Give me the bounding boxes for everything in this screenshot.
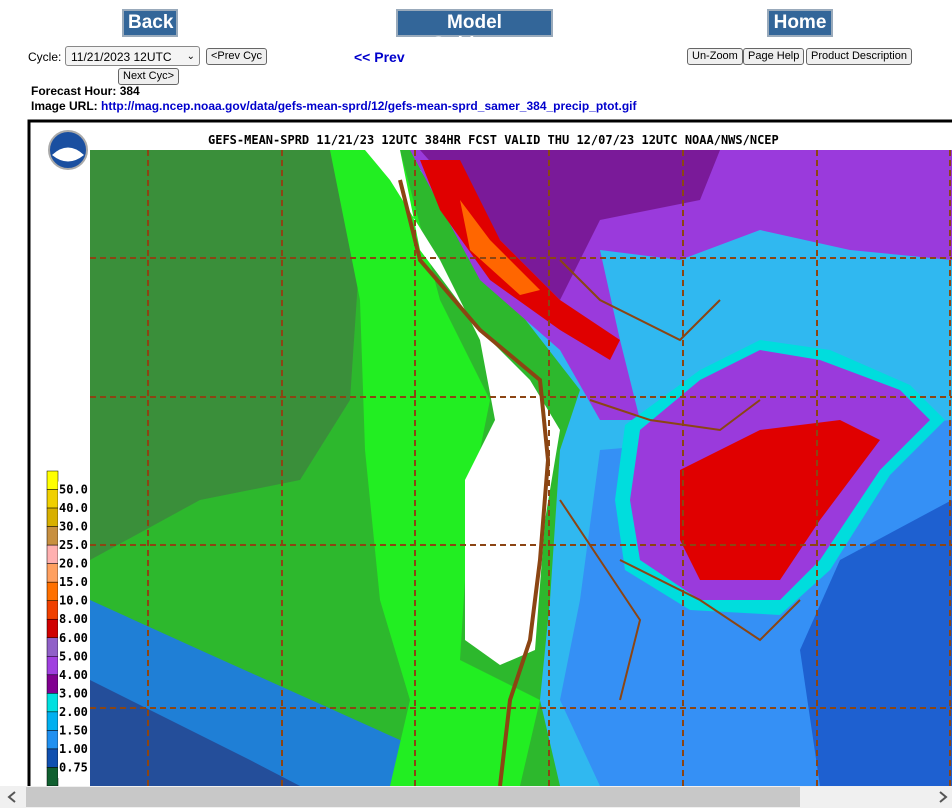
legend-swatch: [46, 581, 59, 601]
legend-label: 0.75: [59, 760, 88, 774]
legend-label: 15.0: [59, 575, 88, 589]
cycle-value: 11/21/2023 12UTC: [71, 50, 172, 64]
legend-label: 4.00: [59, 668, 88, 682]
legend-swatch: [46, 544, 59, 564]
legend-label: 8.00: [59, 612, 88, 626]
legend-swatch: [46, 470, 59, 490]
home-button[interactable]: Home: [767, 9, 833, 37]
model-guidance-button[interactable]: Model Guidance: [396, 9, 553, 55]
legend-swatch: [46, 489, 59, 509]
image-url: Image URL: http://mag.ncep.noaa.gov/data…: [31, 99, 637, 113]
legend-label: 6.00: [59, 631, 88, 645]
legend-swatch: [46, 600, 59, 620]
dropdown-arrow: ⌄: [186, 51, 195, 62]
legend-label: 20.0: [59, 557, 88, 571]
borders: [559, 259, 801, 701]
forecast-hour: Forecast Hour: 384: [31, 84, 140, 98]
coastline: [398, 179, 551, 786]
image-url-label: Image URL:: [31, 99, 98, 113]
legend-label: 30.0: [59, 520, 88, 534]
legend-swatch: [46, 656, 59, 676]
legend: 50.0 40.0 30.0 25.0 20.0 15.0 10.0 8.00 6.00 5.00…: [46, 470, 90, 787]
forecast-hour-value: 384: [119, 84, 140, 98]
legend-swatch: [46, 637, 59, 657]
legend-swatch: [46, 618, 59, 639]
legend-label: 10.0: [59, 594, 88, 608]
grid-lines: [90, 150, 952, 786]
legend-label: 2.00: [59, 705, 88, 719]
legend-label: 25.0: [59, 538, 88, 552]
legend-swatch: [46, 526, 59, 546]
map-field: [90, 150, 952, 786]
legend-label: 40.0: [59, 501, 88, 515]
legend-swatch: [46, 748, 59, 768]
cycle-select[interactable]: 11/21/2023 12UTC ⌄: [65, 46, 200, 66]
legend-swatch: [46, 693, 59, 713]
legend-swatch: [46, 563, 59, 583]
legend-swatch: [46, 767, 59, 787]
scroll-left[interactable]: [7, 791, 16, 803]
legend-label: 1.50: [59, 723, 88, 737]
image-url-link[interactable]: http://mag.ncep.noaa.gov/data/gefs-mean-…: [101, 99, 637, 113]
legend-swatch: [46, 674, 59, 694]
un-zoom-button[interactable]: Un-Zoom: [687, 48, 743, 65]
prev-cycle-button[interactable]: <Prev Cyc: [206, 48, 268, 65]
page-help-button[interactable]: Page Help: [743, 48, 805, 65]
scroll-right[interactable]: [939, 791, 948, 803]
legend-label: 1.00: [59, 742, 88, 756]
forecast-hour-label: Forecast Hour:: [31, 84, 117, 98]
legend-backing: [58, 481, 90, 778]
legend-label: 50.0: [59, 483, 88, 497]
legend-label: 3.00: [59, 686, 88, 700]
legend-swatch: [46, 711, 59, 731]
noaa-logo-wave: [52, 147, 84, 162]
legend-swatch: [46, 507, 59, 527]
back-button[interactable]: Back: [122, 9, 178, 37]
next-cycle-button[interactable]: Next Cyc>: [118, 68, 180, 85]
map-header: GEFS-MEAN-SPRD 11/21/23 12UTC 384HR FCST…: [208, 133, 779, 147]
prev-link[interactable]: << Prev: [354, 49, 405, 65]
product-description-button[interactable]: Product Description: [806, 48, 912, 65]
legend-swatch: [46, 730, 59, 750]
scrollbar-thumb[interactable]: [26, 787, 800, 807]
cycle-label: Cycle:: [28, 50, 62, 64]
legend-label: 5.00: [59, 649, 88, 663]
